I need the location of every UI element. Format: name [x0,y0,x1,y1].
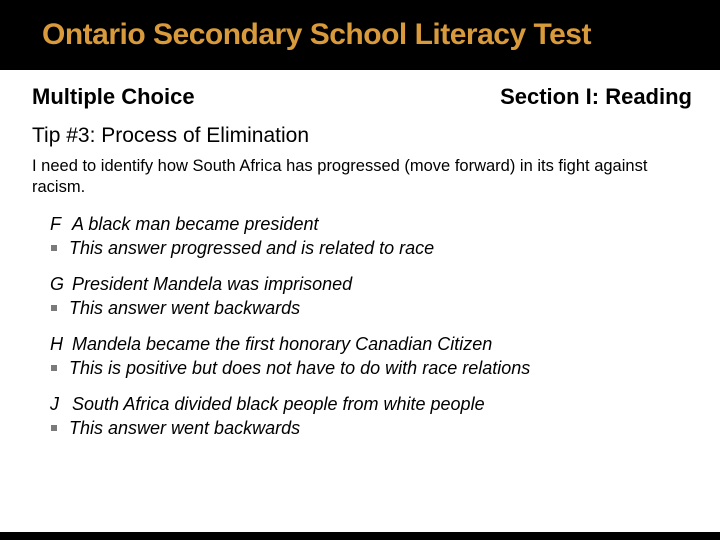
choices-list: FA black man became president This answe… [32,213,692,439]
choice-note-row: This answer progressed and is related to… [50,237,692,260]
choice-main: JSouth Africa divided black people from … [50,393,692,416]
header-left: Multiple Choice [32,84,195,110]
bullet-icon [51,245,57,251]
choice-main: FA black man became president [50,213,692,236]
bullet-icon [51,305,57,311]
choice-note: This answer progressed and is related to… [69,237,434,260]
choice-text: A black man became president [72,214,318,234]
choice-item: HMandela became the first honorary Canad… [50,333,692,379]
content-area: Multiple Choice Section I: Reading Tip #… [0,70,720,532]
bullet-icon [51,425,57,431]
choice-item: GPresident Mandela was imprisoned This a… [50,273,692,319]
choice-note: This is positive but does not have to do… [69,357,530,380]
choice-item: FA black man became president This answe… [50,213,692,259]
slide-title: Ontario Secondary School Literacy Test [42,18,692,52]
header-right: Section I: Reading [500,84,692,110]
choice-letter: H [50,333,72,356]
bullet-icon [51,365,57,371]
tip-heading: Tip #3: Process of Elimination [32,124,692,148]
choice-text: South Africa divided black people from w… [72,394,485,414]
choice-letter: G [50,273,72,296]
choice-note-row: This is positive but does not have to do… [50,357,692,380]
choice-main: GPresident Mandela was imprisoned [50,273,692,296]
choice-letter: J [50,393,72,416]
choice-text: Mandela became the first honorary Canadi… [72,334,492,354]
title-bar: Ontario Secondary School Literacy Test [0,0,720,70]
choice-letter: F [50,213,72,236]
header-row: Multiple Choice Section I: Reading [32,84,692,110]
choice-note: This answer went backwards [69,417,300,440]
choice-note-row: This answer went backwards [50,417,692,440]
choice-item: JSouth Africa divided black people from … [50,393,692,439]
choice-main: HMandela became the first honorary Canad… [50,333,692,356]
choice-note-row: This answer went backwards [50,297,692,320]
prompt-text: I need to identify how South Africa has … [32,156,692,197]
choice-text: President Mandela was imprisoned [72,274,352,294]
choice-note: This answer went backwards [69,297,300,320]
